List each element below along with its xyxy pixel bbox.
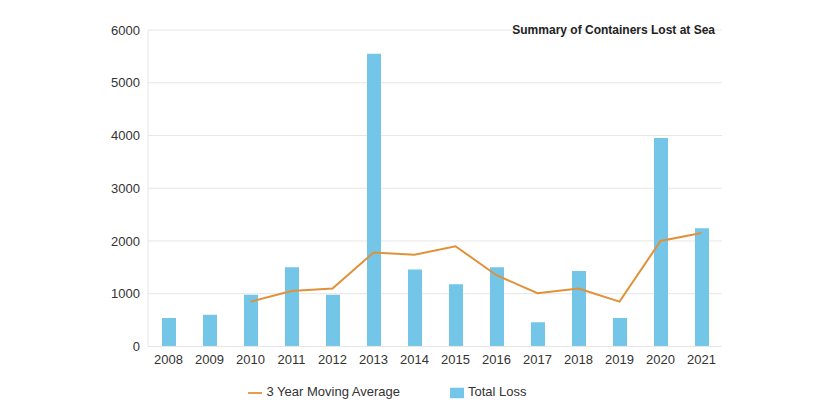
- svg-text:2014: 2014: [400, 352, 429, 367]
- svg-text:4000: 4000: [111, 128, 140, 143]
- svg-text:2010: 2010: [236, 352, 265, 367]
- svg-text:2011: 2011: [278, 352, 306, 367]
- html-text:Total Loss: Total Loss: [468, 384, 527, 400]
- svg-text:2000: 2000: [111, 234, 140, 249]
- svg-text:2021: 2021: [687, 352, 716, 367]
- svg-text:2020: 2020: [646, 352, 675, 367]
- html-text:Summary of Containers Lost at: Summary of Containers Lost at Sea: [512, 23, 715, 37]
- svg-text:6000: 6000: [111, 23, 140, 38]
- svg-text:2012: 2012: [318, 352, 347, 367]
- svg-text:2017: 2017: [523, 352, 552, 367]
- svg-text:2013: 2013: [359, 352, 388, 367]
- svg-text:3000: 3000: [111, 181, 140, 196]
- svg-text:2019: 2019: [605, 352, 634, 367]
- html-text:3 Year Moving Average: 3 Year Moving Average: [266, 384, 400, 400]
- svg-text:2016: 2016: [482, 352, 511, 367]
- svg-text:2008: 2008: [154, 352, 183, 367]
- svg-text:5000: 5000: [111, 75, 140, 90]
- svg-text:2018: 2018: [564, 352, 593, 367]
- svg-text:2015: 2015: [441, 352, 470, 367]
- svg-text:0: 0: [133, 339, 140, 354]
- svg-text:1000: 1000: [111, 286, 140, 301]
- svg-text:2009: 2009: [195, 352, 224, 367]
